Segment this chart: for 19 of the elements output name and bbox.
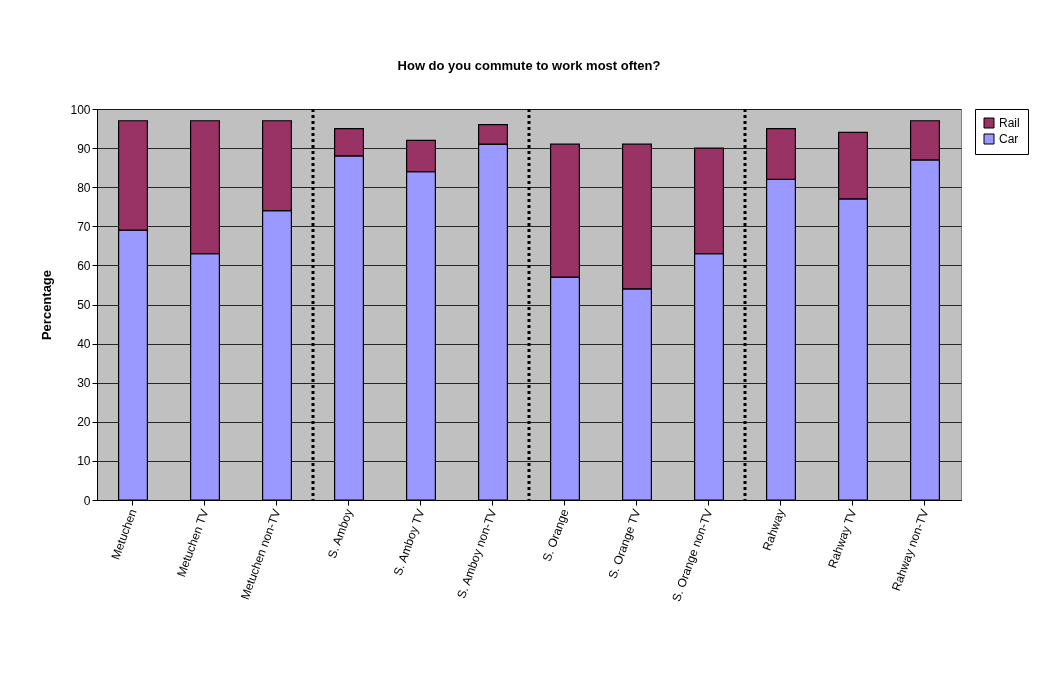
y-tick-label: 60 (77, 258, 91, 273)
legend-label: Car (999, 132, 1019, 146)
x-tick-label: S. Amboy non-TV (454, 507, 500, 601)
y-tick-label: 100 (70, 102, 91, 117)
y-tick-label: 10 (77, 454, 91, 469)
y-tick-label: 80 (77, 180, 91, 195)
y-tick-label: 40 (77, 337, 91, 352)
x-tick-label: S. Orange non-TV (669, 507, 716, 604)
legend-label: Rail (999, 116, 1020, 130)
y-tick-label: 70 (77, 219, 91, 234)
y-tick-label: 50 (77, 298, 91, 312)
chart-title: How do you commute to work most often? (397, 58, 661, 73)
y-tick-label: 90 (77, 141, 91, 156)
y-axis-title: Percentage (39, 269, 55, 341)
x-tick-label: S. Orange (539, 506, 572, 564)
y-tick-label: 30 (77, 376, 91, 391)
y-tick-label: 20 (77, 415, 91, 430)
y-tick-label: 0 (83, 493, 91, 508)
x-tick-label: S. Orange TV (605, 507, 644, 581)
